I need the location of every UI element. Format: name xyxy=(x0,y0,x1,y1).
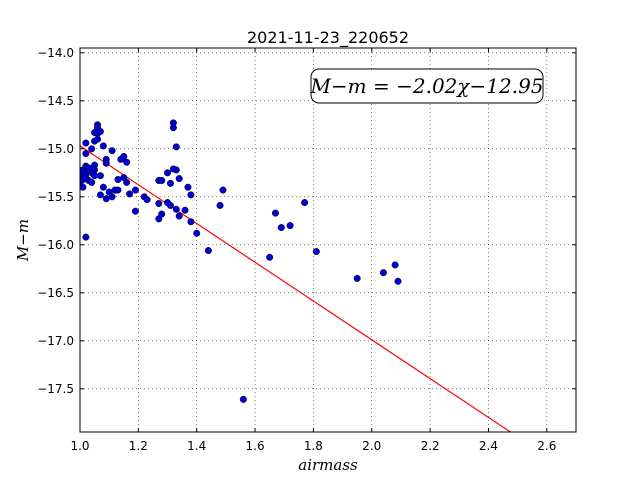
data-point xyxy=(193,229,201,237)
data-point xyxy=(143,196,151,204)
data-point xyxy=(82,233,90,241)
data-point xyxy=(301,199,309,207)
data-point xyxy=(175,212,183,220)
data-point xyxy=(91,172,99,180)
data-point xyxy=(271,209,279,217)
data-point xyxy=(123,158,131,166)
x-tick-label: 1.8 xyxy=(304,439,323,453)
x-tick-label: 2.0 xyxy=(362,439,381,453)
data-point xyxy=(131,207,139,215)
y-tick-label: −17.0 xyxy=(37,334,74,348)
data-point xyxy=(99,183,107,191)
data-point xyxy=(379,269,387,277)
fit-line-layer xyxy=(80,145,512,432)
data-point xyxy=(353,274,361,282)
x-axis-label: airmass xyxy=(298,456,358,474)
data-point xyxy=(96,172,104,180)
data-point xyxy=(94,135,102,143)
data-point xyxy=(80,183,87,191)
data-point xyxy=(266,253,274,261)
y-tick-label: −14.5 xyxy=(37,94,74,108)
data-point xyxy=(88,145,96,153)
y-tick-label: −16.0 xyxy=(37,238,74,252)
data-point xyxy=(172,205,180,213)
data-point xyxy=(114,176,122,184)
data-point xyxy=(166,179,174,187)
y-axis-label: M−m xyxy=(14,219,32,262)
data-point xyxy=(166,201,174,209)
x-tick-label: 1.4 xyxy=(187,439,206,453)
data-point xyxy=(82,150,90,158)
data-points xyxy=(80,119,402,403)
data-point xyxy=(123,178,131,186)
x-tick-label: 1.6 xyxy=(246,439,265,453)
y-tick-label: −14.0 xyxy=(37,46,74,60)
axis-ticks: 1.0 1.2 1.4 1.6 1.8 2.0 2.2 2.4 2.6 −14.0 −14.5 −15… xyxy=(37,46,576,453)
y-tick-label: −17.5 xyxy=(37,382,74,396)
x-tick-label: 1.2 xyxy=(129,439,148,453)
data-point xyxy=(187,218,195,226)
axes-background xyxy=(80,48,576,432)
data-point xyxy=(181,206,189,214)
x-tick-label: 2.6 xyxy=(537,439,556,453)
fit-equation: M−m = −2.02χ−12.95 xyxy=(309,74,543,98)
data-point xyxy=(277,224,285,232)
data-point xyxy=(175,175,183,183)
annotation-box xyxy=(310,68,544,104)
y-tick-label: −15.5 xyxy=(37,190,74,204)
data-point xyxy=(172,166,180,174)
x-tick-label: 1.0 xyxy=(70,439,89,453)
data-point xyxy=(96,191,104,199)
y-tick-label: −15.0 xyxy=(37,142,74,156)
fit-annotation: M−m = −2.02χ−12.95 xyxy=(309,68,544,104)
data-point xyxy=(108,193,116,201)
data-point xyxy=(172,143,180,151)
data-point xyxy=(204,247,212,255)
plot-area: 1.0 1.2 1.4 1.6 1.8 2.0 2.2 2.4 2.6 −14.0 −14.5 −15… xyxy=(37,46,577,453)
data-point xyxy=(96,128,104,136)
data-point xyxy=(131,186,139,194)
data-point xyxy=(126,190,134,198)
data-point xyxy=(102,159,110,167)
x-tick-label: 2.4 xyxy=(479,439,498,453)
data-point xyxy=(99,142,107,150)
data-point xyxy=(158,176,166,184)
data-point xyxy=(158,210,166,218)
x-tick-label: 2.2 xyxy=(421,439,440,453)
data-point xyxy=(102,195,110,203)
data-point xyxy=(169,124,177,132)
data-point xyxy=(391,261,399,269)
y-tick-label: −16.5 xyxy=(37,286,74,300)
data-point xyxy=(155,200,163,208)
data-point xyxy=(187,191,195,199)
data-point xyxy=(164,169,172,177)
fit-line xyxy=(80,145,512,432)
axes-frame xyxy=(79,47,577,433)
data-point xyxy=(88,178,96,186)
data-point xyxy=(82,139,90,147)
data-point xyxy=(312,248,320,256)
data-point xyxy=(239,395,247,403)
data-point xyxy=(108,147,116,155)
data-point xyxy=(216,201,224,209)
data-point xyxy=(120,152,128,160)
data-point xyxy=(286,222,294,230)
data-point xyxy=(394,277,402,285)
data-point xyxy=(114,186,122,194)
data-point xyxy=(219,186,227,194)
data-point xyxy=(184,183,192,191)
chart-title: 2021-11-23_220652 xyxy=(247,28,409,48)
